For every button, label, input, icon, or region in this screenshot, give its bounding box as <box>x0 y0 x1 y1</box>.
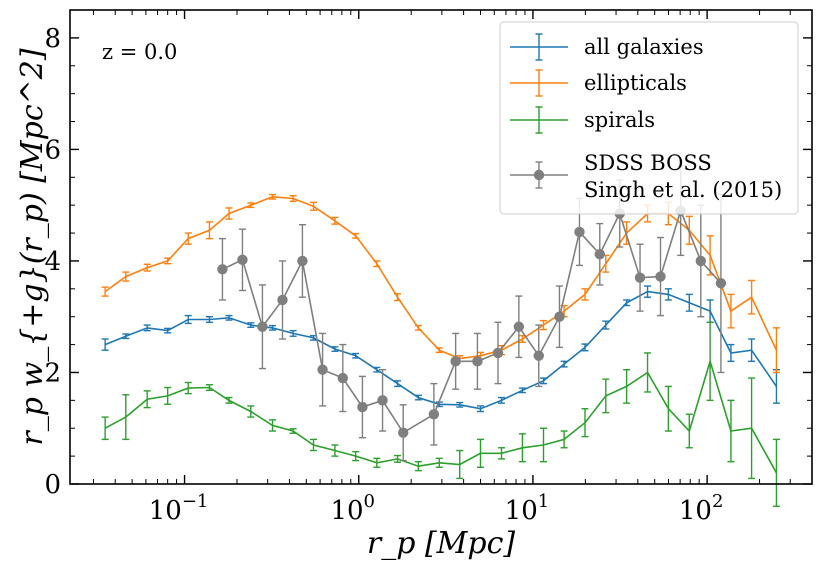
legend-label: all galaxies <box>584 35 704 59</box>
x-tick-label: 102 <box>679 491 724 526</box>
series-layer <box>101 165 780 508</box>
data-point <box>398 427 409 438</box>
data-point <box>574 226 585 238</box>
series-3 <box>217 165 727 462</box>
data-point <box>337 372 348 384</box>
series-line <box>104 195 778 360</box>
ticks-layer: 0 2 4 6 8 10−1 100 101 102 <box>44 10 813 526</box>
data-point <box>257 321 268 332</box>
data-point <box>472 356 483 367</box>
legend-swatch-marker <box>533 169 545 181</box>
data-point <box>377 395 388 406</box>
data-point <box>428 409 440 420</box>
legend-entry-0: all galaxies <box>510 33 704 61</box>
legend-label: Singh et al. (2015) <box>584 178 782 202</box>
x-tick-label: 101 <box>505 491 550 526</box>
y-tick-label: 8 <box>44 24 61 54</box>
series-line <box>222 208 722 434</box>
data-point <box>655 271 666 282</box>
legend-entry-1: ellipticals <box>510 69 687 97</box>
data-point <box>237 254 248 266</box>
data-point <box>277 294 288 306</box>
data-point <box>217 264 228 275</box>
legend-entry-3: SDSS BOSS Singh et al. (2015) <box>510 151 782 202</box>
data-point <box>695 255 707 267</box>
data-point <box>533 350 544 361</box>
y-axis-title: r_p w_{+g}(r_p) [Mpc^2] <box>15 48 50 445</box>
data-point <box>492 347 504 359</box>
data-point <box>594 249 605 260</box>
data-point <box>634 272 646 283</box>
legend-label: ellipticals <box>584 71 687 95</box>
legend-label: spirals <box>584 108 655 132</box>
y-tick-label: 4 <box>44 247 61 277</box>
data-point <box>317 364 328 375</box>
legend-entry-2: spirals <box>510 106 655 134</box>
data-point <box>513 321 525 332</box>
y-tick-label: 2 <box>44 358 61 388</box>
data-point <box>357 401 368 413</box>
plot-frame <box>69 9 813 485</box>
legend-box <box>499 21 799 215</box>
y-tick-label: 0 <box>44 470 61 500</box>
legend-label: SDSS BOSS <box>584 151 712 175</box>
redshift-annotation: z = 0.0 <box>102 40 177 64</box>
x-axis-title: r_p [Mpc] <box>367 526 516 561</box>
data-point <box>297 255 308 267</box>
series-0 <box>101 285 780 413</box>
y-tick-label: 6 <box>44 135 61 165</box>
x-tick-label: 100 <box>330 491 375 526</box>
data-point <box>554 311 565 322</box>
series-2 <box>101 321 780 508</box>
series-line <box>104 358 778 474</box>
data-point <box>715 278 727 289</box>
data-point <box>450 356 461 367</box>
x-tick-label: 10−1 <box>149 491 209 526</box>
